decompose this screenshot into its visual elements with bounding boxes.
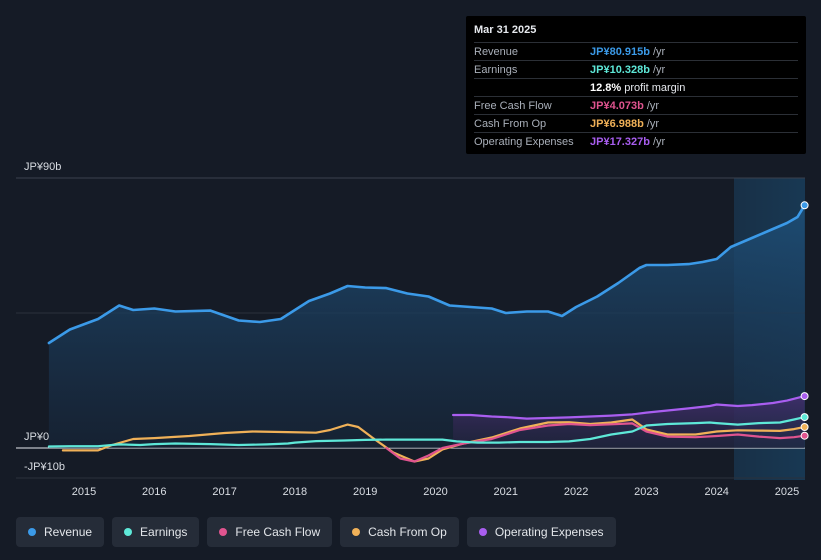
tooltip-unit: /yr	[652, 45, 666, 58]
x-tick-label: 2017	[212, 486, 236, 498]
series-areas	[48, 205, 805, 448]
x-tick-label: 2025	[775, 486, 799, 498]
x-tick-label: 2020	[423, 486, 447, 498]
x-axis-ticks: 2015 2016 2017 2018 2019 2020 2021 2022 2023 2024…	[72, 486, 799, 498]
tooltip-row-cfo: Cash From Op JP¥6.988b /yr	[474, 114, 798, 132]
tooltip-row-fcf: Free Cash Flow JP¥4.073b /yr	[474, 96, 798, 114]
x-tick-label: 2023	[634, 486, 658, 498]
legend-dot-icon	[352, 528, 361, 536]
tooltip-label: Earnings	[474, 63, 518, 76]
tooltip-label: Operating Expenses	[474, 135, 574, 148]
x-tick-label: 2018	[283, 486, 307, 498]
tooltip-row-opex: Operating Expenses JP¥17.327b /yr	[474, 132, 798, 150]
tooltip-row-margin: 12.8% profit margin	[474, 78, 798, 96]
legend-label: Free Cash Flow	[235, 525, 321, 539]
endpoint-revenue	[800, 201, 809, 210]
legend-item-free-cash-flow[interactable]: Free Cash Flow	[207, 517, 333, 547]
x-tick-label: 2021	[494, 486, 518, 498]
tooltip-label: Cash From Op	[474, 117, 547, 130]
legend-dot-icon	[124, 528, 133, 536]
line-operating-expenses	[452, 395, 806, 420]
tooltip-value: JP¥4.073b	[590, 99, 644, 112]
line-free-cash-flow	[385, 422, 806, 463]
legend-dot-icon	[478, 528, 487, 536]
legend: Revenue Earnings Free Cash Flow Cash Fro…	[16, 517, 616, 547]
line-cash-from-op	[61, 418, 806, 463]
area-revenue	[48, 205, 805, 448]
legend-dot-icon	[28, 528, 36, 536]
y-label-bottom: -JP¥10b	[24, 461, 65, 473]
legend-item-operating-expenses[interactable]: Operating Expenses	[466, 517, 616, 547]
legend-label: Revenue	[44, 525, 93, 539]
tooltip-unit: /yr	[646, 99, 660, 112]
line-revenue	[47, 204, 806, 345]
legend-label: Operating Expenses	[494, 525, 604, 539]
tooltip-row-earnings: Earnings JP¥10.328b /yr	[474, 60, 798, 78]
endpoint-earnings	[800, 413, 809, 422]
x-tick-label: 2016	[142, 486, 166, 498]
tooltip-label: Revenue	[474, 45, 519, 58]
legend-item-cash-from-op[interactable]: Cash From Op	[340, 517, 459, 547]
tooltip-unit: /yr	[652, 135, 666, 148]
series-lines	[47, 204, 806, 463]
line-earnings	[47, 416, 806, 448]
legend-item-revenue[interactable]: Revenue	[16, 517, 105, 547]
tooltip-date: Mar 31 2025	[474, 24, 537, 36]
x-tick-label: 2019	[353, 486, 377, 498]
tooltip-value: JP¥6.988b	[590, 117, 644, 130]
tooltip-panel: Mar 31 2025 Revenue JP¥80.915b /yr Earni…	[466, 16, 806, 154]
x-tick-label: 2022	[564, 486, 588, 498]
legend-label: Cash From Op	[368, 525, 447, 539]
legend-label: Earnings	[140, 525, 188, 539]
x-tick-label: 2015	[72, 486, 96, 498]
endpoint-operating-expenses	[800, 392, 809, 401]
tooltip-unit: /yr	[646, 117, 660, 130]
tooltip-value: JP¥80.915b	[590, 45, 650, 58]
tooltip-unit: /yr	[652, 63, 666, 76]
endpoint-cash-from-op	[800, 423, 809, 431]
y-label-top: JP¥90b	[24, 161, 61, 173]
tooltip-value: JP¥17.327b	[590, 135, 650, 148]
tooltip-unit: profit margin	[624, 81, 686, 94]
chart-svg: JP¥90b JP¥0 -JP¥10b 2015 2016 2017 2018 2019…	[16, 161, 809, 498]
tooltip-label: Free Cash Flow	[474, 99, 552, 112]
endpoint-free-cash-flow	[800, 431, 809, 440]
legend-dot-icon	[219, 528, 228, 536]
series-endpoints	[800, 201, 809, 440]
tooltip-value: 12.8%	[590, 81, 622, 94]
x-tick-label: 2024	[704, 486, 728, 498]
tooltip-value: JP¥10.328b	[590, 63, 650, 76]
legend-item-earnings[interactable]: Earnings	[112, 517, 200, 547]
tooltip-row-revenue: Revenue JP¥80.915b /yr	[474, 42, 798, 60]
y-label-zero: JP¥0	[24, 431, 49, 443]
